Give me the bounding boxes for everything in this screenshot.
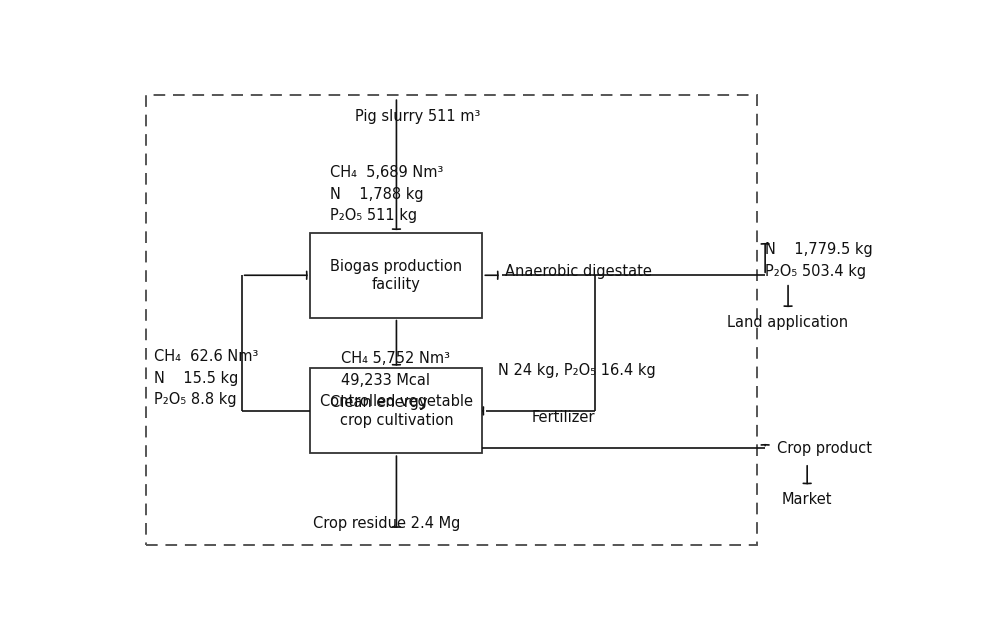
Text: 49,233 Mcal: 49,233 Mcal xyxy=(341,373,430,388)
Text: P₂O₅ 503.4 kg: P₂O₅ 503.4 kg xyxy=(765,264,867,279)
Text: N    1,788 kg: N 1,788 kg xyxy=(329,187,423,202)
Text: Clean energy: Clean energy xyxy=(329,395,427,410)
Text: Biogas production: Biogas production xyxy=(330,259,462,274)
Text: N    15.5 kg: N 15.5 kg xyxy=(154,370,239,386)
Text: CH₄  5,689 Nm³: CH₄ 5,689 Nm³ xyxy=(329,165,443,180)
Text: CH₄  62.6 Nm³: CH₄ 62.6 Nm³ xyxy=(154,349,258,364)
Bar xyxy=(311,369,482,454)
Text: P₂O₅ 511 kg: P₂O₅ 511 kg xyxy=(329,208,417,223)
Text: Controlled vegetable: Controlled vegetable xyxy=(319,394,473,409)
Text: Anaerobic digestate: Anaerobic digestate xyxy=(505,264,652,279)
Text: Crop product: Crop product xyxy=(777,441,872,456)
Text: Market: Market xyxy=(782,492,832,507)
Text: N 24 kg, P₂O₅ 16.4 kg: N 24 kg, P₂O₅ 16.4 kg xyxy=(498,364,656,379)
Bar xyxy=(146,95,757,545)
Text: facility: facility xyxy=(372,277,421,292)
Text: Pig slurry 511 m³: Pig slurry 511 m³ xyxy=(355,109,480,124)
Text: Fertilizer: Fertilizer xyxy=(532,410,596,425)
Text: N    1,779.5 kg: N 1,779.5 kg xyxy=(765,242,873,257)
Bar xyxy=(311,233,482,318)
Text: CH₄ 5,752 Nm³: CH₄ 5,752 Nm³ xyxy=(341,352,450,366)
Text: Crop residue 2.4 Mg: Crop residue 2.4 Mg xyxy=(314,516,460,531)
Text: Land application: Land application xyxy=(728,315,849,330)
Text: crop cultivation: crop cultivation xyxy=(339,413,454,428)
Text: P₂O₅ 8.8 kg: P₂O₅ 8.8 kg xyxy=(154,392,237,408)
